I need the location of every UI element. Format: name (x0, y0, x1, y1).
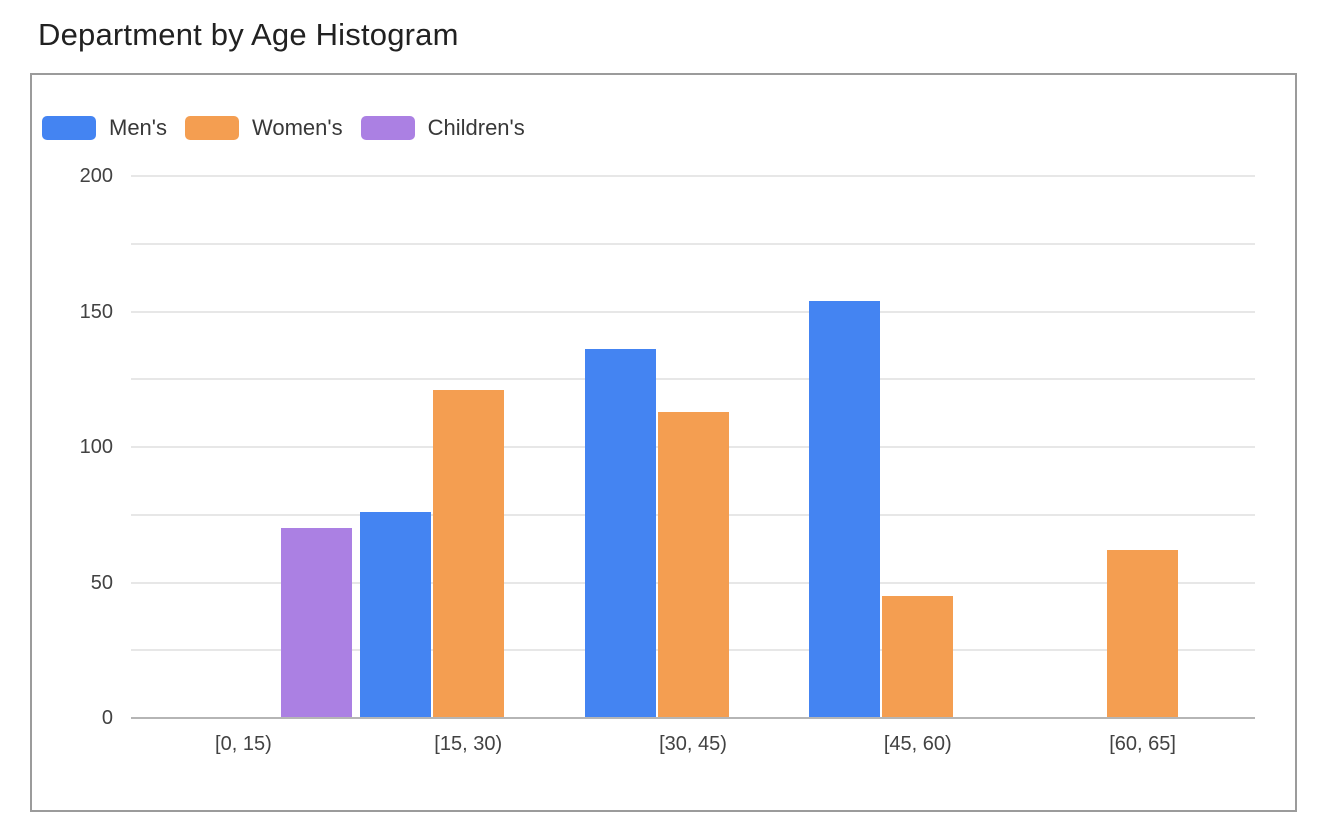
gridline-175 (131, 242, 1255, 245)
legend-swatch-women-s (185, 116, 239, 140)
gridline-200 (131, 175, 1255, 177)
legend-label: Men's (109, 115, 167, 140)
chart-container: Men's Women's Children's 0 50 100 150 200 [0, 1… (30, 73, 1297, 812)
x-tick-label-30-45: [30, 45) (659, 733, 727, 755)
legend-item-men-s: Men's (42, 116, 167, 140)
plot-area: 0 50 100 150 200 [0, 15) [15, 30) [30, 45) [45, … (80, 165, 1255, 755)
bar-men-s-45-60[interactable] (809, 300, 881, 718)
gridline-150 (131, 310, 1255, 313)
legend-item-children-s: Children's (360, 115, 525, 140)
bar-women-s-15-30[interactable] (432, 390, 504, 718)
legend-item-women-s: Women's (185, 116, 343, 140)
legend: Men's Women's Children's (42, 116, 525, 140)
bar-women-s-45-60[interactable] (882, 596, 954, 718)
gridline-125 (131, 378, 1255, 381)
x-tick-label-0-15: [0, 15) (215, 733, 272, 755)
x-tick-label-60-65: [60, 65] (1109, 733, 1176, 755)
x-tick-label-15-30: [15, 30) (434, 733, 503, 755)
bar-women-s-30-45[interactable] (657, 411, 729, 718)
y-tick-label-100: 100 (79, 436, 113, 458)
legend-swatch-men-s (42, 116, 96, 140)
bar-men-s-15-30[interactable] (359, 512, 431, 718)
x-tick-label-45-60: [45, 60) (883, 733, 952, 755)
legend-swatch-children-s (360, 116, 415, 140)
y-tick-label-150: 150 (79, 300, 113, 323)
x-axis-baseline (131, 717, 1255, 719)
bar-men-s-30-45[interactable] (584, 349, 656, 718)
legend-label: Women's (252, 115, 343, 140)
y-tick-label-200: 200 (79, 165, 113, 187)
bar-children-s-0-15[interactable] (280, 528, 352, 718)
bar-women-s-60-65[interactable] (1107, 549, 1179, 718)
legend-label: Children's (427, 115, 525, 140)
y-tick-label-0: 0 (101, 707, 113, 729)
y-tick-label-50: 50 (90, 571, 113, 594)
chart-title: Department by Age Histogram (38, 17, 459, 52)
